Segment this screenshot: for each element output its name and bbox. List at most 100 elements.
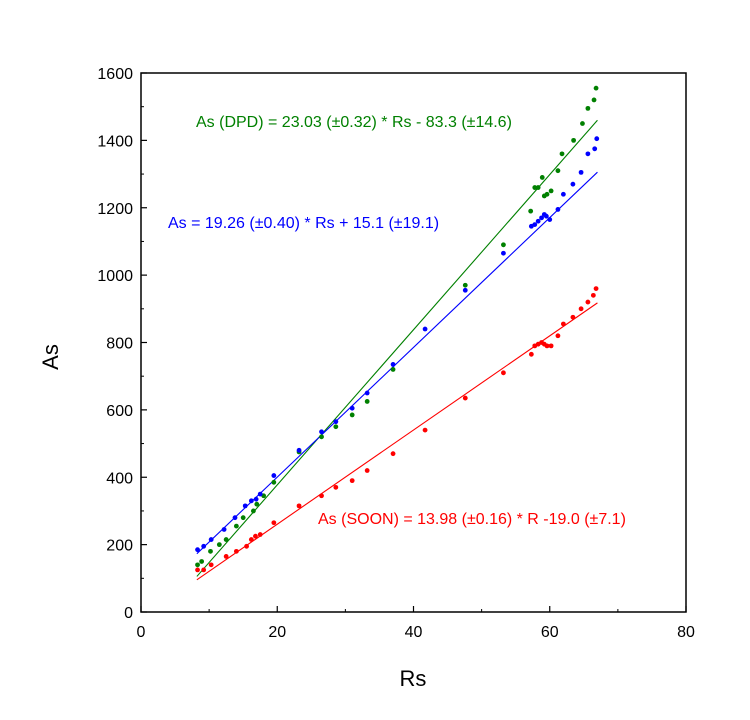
data-point xyxy=(257,491,263,497)
data-points xyxy=(195,85,600,573)
data-point xyxy=(201,543,207,549)
data-point xyxy=(242,503,248,509)
y-axis: 0 200 400 600 800 1000 1200 1400 1600 xyxy=(97,66,147,622)
data-point xyxy=(223,554,229,559)
x-axis-title: Rs xyxy=(400,666,427,691)
data-point xyxy=(462,282,468,288)
data-point xyxy=(570,314,576,320)
data-point xyxy=(555,207,561,212)
data-point xyxy=(422,427,428,433)
data-point xyxy=(539,175,545,180)
data-point xyxy=(333,419,339,425)
data-point xyxy=(364,390,370,396)
fit-equation-dpd: As (DPD) = 23.03 (±0.32) * Rs - 83.3 (±1… xyxy=(196,114,512,131)
fit-line xyxy=(196,302,598,581)
x-tick-label: 80 xyxy=(677,624,695,641)
data-point xyxy=(535,218,541,224)
x-axis: 0 20 40 60 80 xyxy=(137,606,695,641)
data-point xyxy=(240,515,246,521)
data-point xyxy=(223,537,229,542)
data-point xyxy=(390,367,396,372)
data-point xyxy=(559,151,565,157)
y-tick-label: 1200 xyxy=(97,201,133,218)
data-point xyxy=(349,478,355,484)
fit-lines xyxy=(196,119,598,581)
data-point xyxy=(593,85,599,91)
y-tick-label: 200 xyxy=(106,538,133,555)
data-point xyxy=(390,451,396,457)
data-point xyxy=(248,498,254,504)
x-tick-label: 40 xyxy=(405,624,423,641)
data-point xyxy=(251,508,256,514)
data-point xyxy=(208,537,214,542)
y-tick-label: 600 xyxy=(106,403,133,420)
data-point xyxy=(333,484,339,490)
data-point xyxy=(248,537,254,542)
data-point xyxy=(555,168,561,174)
y-tick-label: 800 xyxy=(106,336,133,353)
data-point xyxy=(319,434,324,440)
data-point xyxy=(233,523,239,529)
data-point xyxy=(319,493,324,499)
y-tick-label: 400 xyxy=(106,470,133,487)
data-point xyxy=(578,306,584,312)
data-point xyxy=(585,105,591,111)
data-point xyxy=(528,351,534,357)
data-point xyxy=(208,548,213,554)
data-point xyxy=(195,567,200,573)
data-point xyxy=(296,503,302,509)
data-point xyxy=(548,188,554,194)
data-point xyxy=(232,515,238,521)
data-point xyxy=(244,543,249,549)
data-point xyxy=(349,412,355,418)
data-point xyxy=(593,286,599,291)
data-point xyxy=(333,424,339,430)
data-point xyxy=(208,562,214,568)
data-point xyxy=(594,136,600,142)
data-point xyxy=(253,496,259,502)
data-point xyxy=(195,562,200,568)
fit-line xyxy=(196,119,598,577)
data-point xyxy=(585,299,591,305)
data-point xyxy=(560,321,566,327)
data-point xyxy=(271,473,277,478)
data-point xyxy=(543,213,549,219)
data-point xyxy=(462,287,468,293)
data-point xyxy=(544,343,550,349)
data-point xyxy=(544,191,550,197)
y-tick-label: 0 xyxy=(124,605,133,622)
data-point xyxy=(296,447,302,453)
y-tick-label: 1000 xyxy=(97,268,133,285)
data-point xyxy=(254,501,260,507)
data-point xyxy=(592,146,598,152)
data-point xyxy=(580,121,585,126)
data-point xyxy=(591,97,597,103)
data-point xyxy=(585,151,591,157)
data-point xyxy=(570,181,576,187)
data-point xyxy=(532,185,538,190)
data-point xyxy=(271,479,277,485)
data-point xyxy=(195,547,200,553)
data-point xyxy=(590,292,596,298)
data-point xyxy=(221,527,227,532)
data-point xyxy=(201,567,207,573)
data-point xyxy=(364,399,370,404)
x-tick-label: 0 xyxy=(137,624,146,641)
data-point xyxy=(319,429,324,435)
fit-equation-soon: As (SOON) = 13.98 (±0.16) * R -19.0 (±7.… xyxy=(318,511,626,528)
data-point xyxy=(216,542,222,548)
data-point xyxy=(528,208,534,214)
data-point xyxy=(532,222,538,227)
data-point xyxy=(364,468,370,473)
x-tick-label: 60 xyxy=(541,624,559,641)
data-point xyxy=(390,361,396,367)
data-point xyxy=(571,137,576,143)
data-point xyxy=(501,250,506,256)
data-point xyxy=(257,532,263,537)
fit-line xyxy=(196,171,598,555)
data-point xyxy=(547,217,553,222)
data-point xyxy=(501,242,506,248)
data-point xyxy=(578,169,584,175)
data-point xyxy=(349,405,355,411)
